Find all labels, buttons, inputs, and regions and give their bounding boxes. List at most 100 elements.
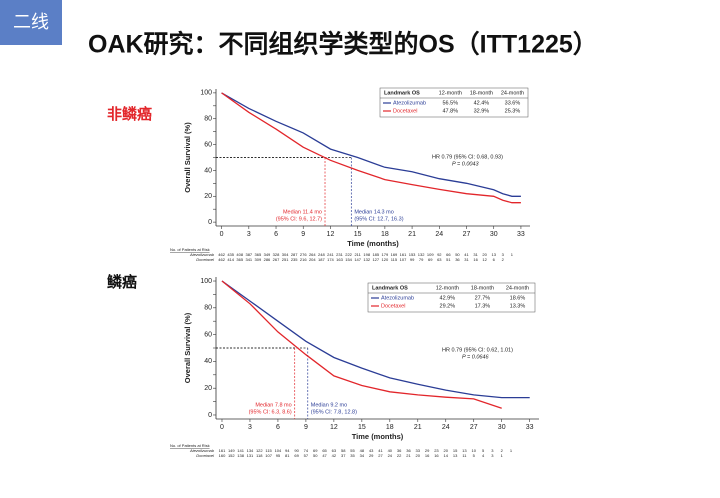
risk-row-label: Atezolizumab bbox=[189, 252, 215, 257]
risk-count: 153 bbox=[409, 252, 416, 257]
risk-count: 132 bbox=[363, 257, 370, 262]
risk-count: 50 bbox=[313, 453, 318, 458]
risk-count: 286 bbox=[264, 257, 271, 262]
y-tick-label: 0 bbox=[208, 219, 212, 226]
risk-count: 118 bbox=[256, 453, 263, 458]
risk-count: 20 bbox=[482, 252, 487, 257]
risk-count: 16 bbox=[473, 257, 478, 262]
risk-count: 27 bbox=[378, 453, 383, 458]
risk-count: 48 bbox=[360, 448, 365, 453]
risk-count: 204 bbox=[309, 257, 316, 262]
risk-count: 122 bbox=[256, 448, 263, 453]
risk-count: 341 bbox=[245, 257, 252, 262]
risk-count: 10 bbox=[472, 448, 477, 453]
risk-count: 81 bbox=[285, 453, 290, 458]
risk-title: No. of Patients at Risk bbox=[170, 247, 210, 252]
median-text: Median 9.2 mo bbox=[311, 402, 347, 408]
risk-count: 141 bbox=[237, 448, 244, 453]
y-tick-label: 40 bbox=[204, 358, 212, 365]
risk-count: 63 bbox=[437, 257, 442, 262]
risk-count: 211 bbox=[354, 252, 361, 257]
risk-count: 1 bbox=[501, 453, 504, 458]
legend-label: Atezolizumab bbox=[393, 100, 426, 106]
table-header: Landmark OS bbox=[384, 90, 420, 96]
y-tick-label: 60 bbox=[204, 331, 212, 338]
risk-count: 69 bbox=[294, 453, 299, 458]
risk-count: 127 bbox=[372, 257, 379, 262]
slide-title: OAK研究：不同组织学类型的OS（ITT1225） bbox=[88, 30, 598, 59]
x-tick-label: 30 bbox=[498, 424, 506, 431]
risk-count: 161 bbox=[400, 252, 407, 257]
risk-count: 34 bbox=[360, 453, 365, 458]
risk-count: 43 bbox=[369, 448, 374, 453]
x-tick-label: 18 bbox=[381, 231, 389, 238]
risk-count: 163 bbox=[336, 257, 343, 262]
risk-count: 35 bbox=[350, 453, 355, 458]
risk-count: 36 bbox=[406, 448, 411, 453]
table-cell: 42.4% bbox=[474, 100, 490, 106]
risk-count: 1 bbox=[511, 252, 514, 257]
risk-count: 349 bbox=[264, 252, 271, 257]
y-tick-label: 20 bbox=[204, 385, 212, 392]
x-tick-label: 18 bbox=[386, 424, 394, 431]
risk-count: 92 bbox=[437, 252, 442, 257]
risk-count: 187 bbox=[318, 257, 325, 262]
risk-count: 65 bbox=[322, 448, 327, 453]
y-tick-label: 100 bbox=[200, 90, 212, 97]
x-tick-label: 15 bbox=[354, 231, 362, 238]
risk-count: 36 bbox=[397, 448, 402, 453]
x-tick-label: 33 bbox=[517, 231, 525, 238]
survival-curve bbox=[221, 92, 521, 204]
risk-count: 58 bbox=[341, 448, 346, 453]
y-tick-label: 40 bbox=[204, 167, 212, 174]
risk-count: 365 bbox=[255, 252, 262, 257]
x-tick-label: 6 bbox=[274, 231, 278, 238]
x-tick-label: 6 bbox=[276, 424, 280, 431]
group-label: 非鳞癌 bbox=[107, 105, 152, 123]
risk-count: 5 bbox=[482, 448, 485, 453]
risk-count: 160 bbox=[219, 453, 226, 458]
risk-count: 231 bbox=[336, 252, 343, 257]
table-cell: 17.3% bbox=[475, 303, 491, 309]
table-cell: 47.8% bbox=[442, 108, 458, 114]
median-ci: (95% CI: 6.3, 8.6) bbox=[249, 409, 292, 415]
risk-count: 57 bbox=[304, 453, 309, 458]
risk-count: 161 bbox=[219, 448, 226, 453]
median-ci: (95% CI: 9.6, 12.7) bbox=[276, 216, 322, 222]
risk-count: 1 bbox=[510, 448, 513, 453]
risk-count: 267 bbox=[273, 257, 280, 262]
x-tick-label: 12 bbox=[330, 424, 338, 431]
risk-count: 132 bbox=[418, 252, 425, 257]
table-header: 12-month bbox=[436, 285, 459, 291]
risk-count: 40 bbox=[388, 448, 393, 453]
risk-count: 29 bbox=[369, 453, 374, 458]
risk-count: 154 bbox=[345, 257, 352, 262]
risk-row-label: Docetaxel bbox=[196, 453, 214, 458]
risk-count: 4 bbox=[482, 453, 485, 458]
table-cell: 18.6% bbox=[510, 295, 526, 301]
hazard-ratio: P = 0.0043 bbox=[452, 161, 479, 167]
risk-count: 63 bbox=[332, 448, 337, 453]
badge-bg bbox=[0, 0, 62, 45]
risk-count: 328 bbox=[273, 252, 280, 257]
risk-count: 13 bbox=[453, 453, 458, 458]
risk-count: 14 bbox=[444, 453, 449, 458]
y-axis-title: Overall Survival (%) bbox=[183, 122, 192, 193]
risk-count: 414 bbox=[227, 257, 234, 262]
hazard-ratio: HR 0.79 (95% CI: 0.62, 1.01) bbox=[442, 347, 513, 353]
risk-count: 235 bbox=[291, 257, 298, 262]
risk-count: 69 bbox=[313, 448, 318, 453]
risk-count: 408 bbox=[236, 252, 243, 257]
risk-count: 115 bbox=[265, 448, 272, 453]
table-header: 24-month bbox=[501, 90, 524, 96]
risk-count: 94 bbox=[285, 448, 290, 453]
risk-count: 51 bbox=[446, 257, 451, 262]
risk-count: 365 bbox=[236, 257, 243, 262]
risk-count: 179 bbox=[382, 252, 389, 257]
risk-count: 6 bbox=[493, 257, 496, 262]
risk-count: 264 bbox=[309, 252, 316, 257]
x-tick-label: 27 bbox=[463, 231, 471, 238]
risk-count: 3 bbox=[502, 252, 505, 257]
risk-count: 462 bbox=[218, 257, 225, 262]
table-header: 24-month bbox=[506, 285, 529, 291]
